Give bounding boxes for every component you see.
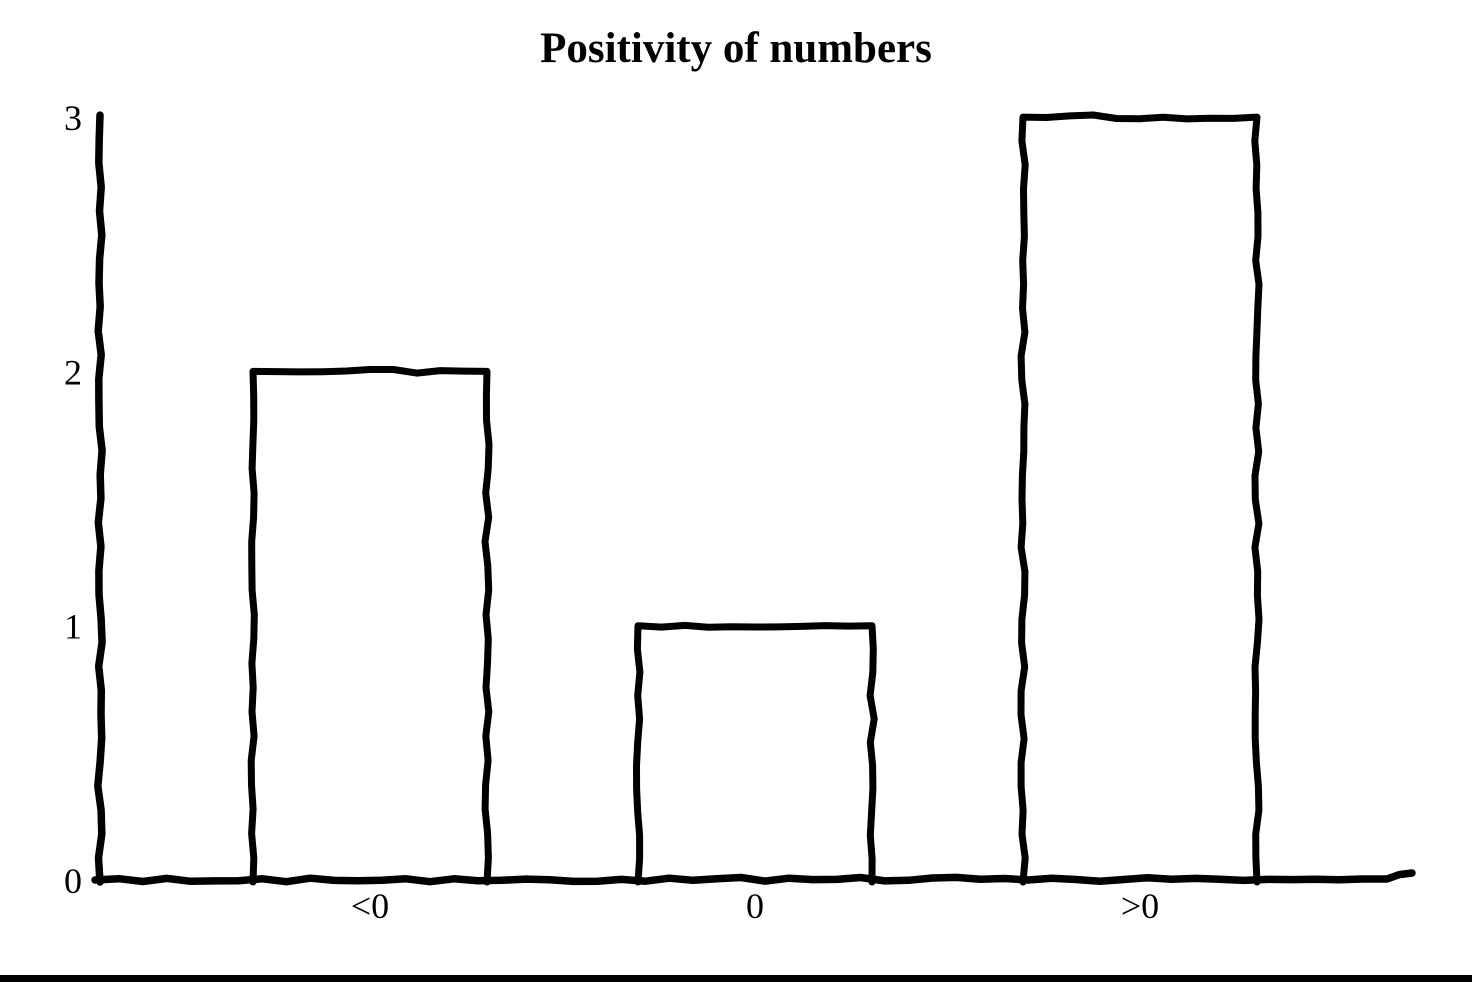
page-bottom-border [0,975,1472,982]
bars-layer [247,111,1263,886]
x-tick-label->0: >0 [1121,886,1159,926]
bar->0 [1017,111,1263,886]
bar-0 [633,621,878,886]
y-axis-line [94,111,106,886]
y-tick-label-1: 1 [64,607,82,647]
x-axis-line [91,869,1416,886]
x-tick-label-0: 0 [746,886,764,926]
axis-labels-layer: 0 1 2 3 <0 0 >0 [64,98,1159,926]
axes-layer [91,111,1416,886]
x-tick-label-<0: <0 [351,886,389,926]
y-tick-label-2: 2 [64,352,82,392]
y-tick-label-0: 0 [64,861,82,901]
chart-title: Positivity of numbers [540,25,932,72]
bar-<0 [247,366,493,886]
y-tick-label-3: 3 [64,98,82,138]
